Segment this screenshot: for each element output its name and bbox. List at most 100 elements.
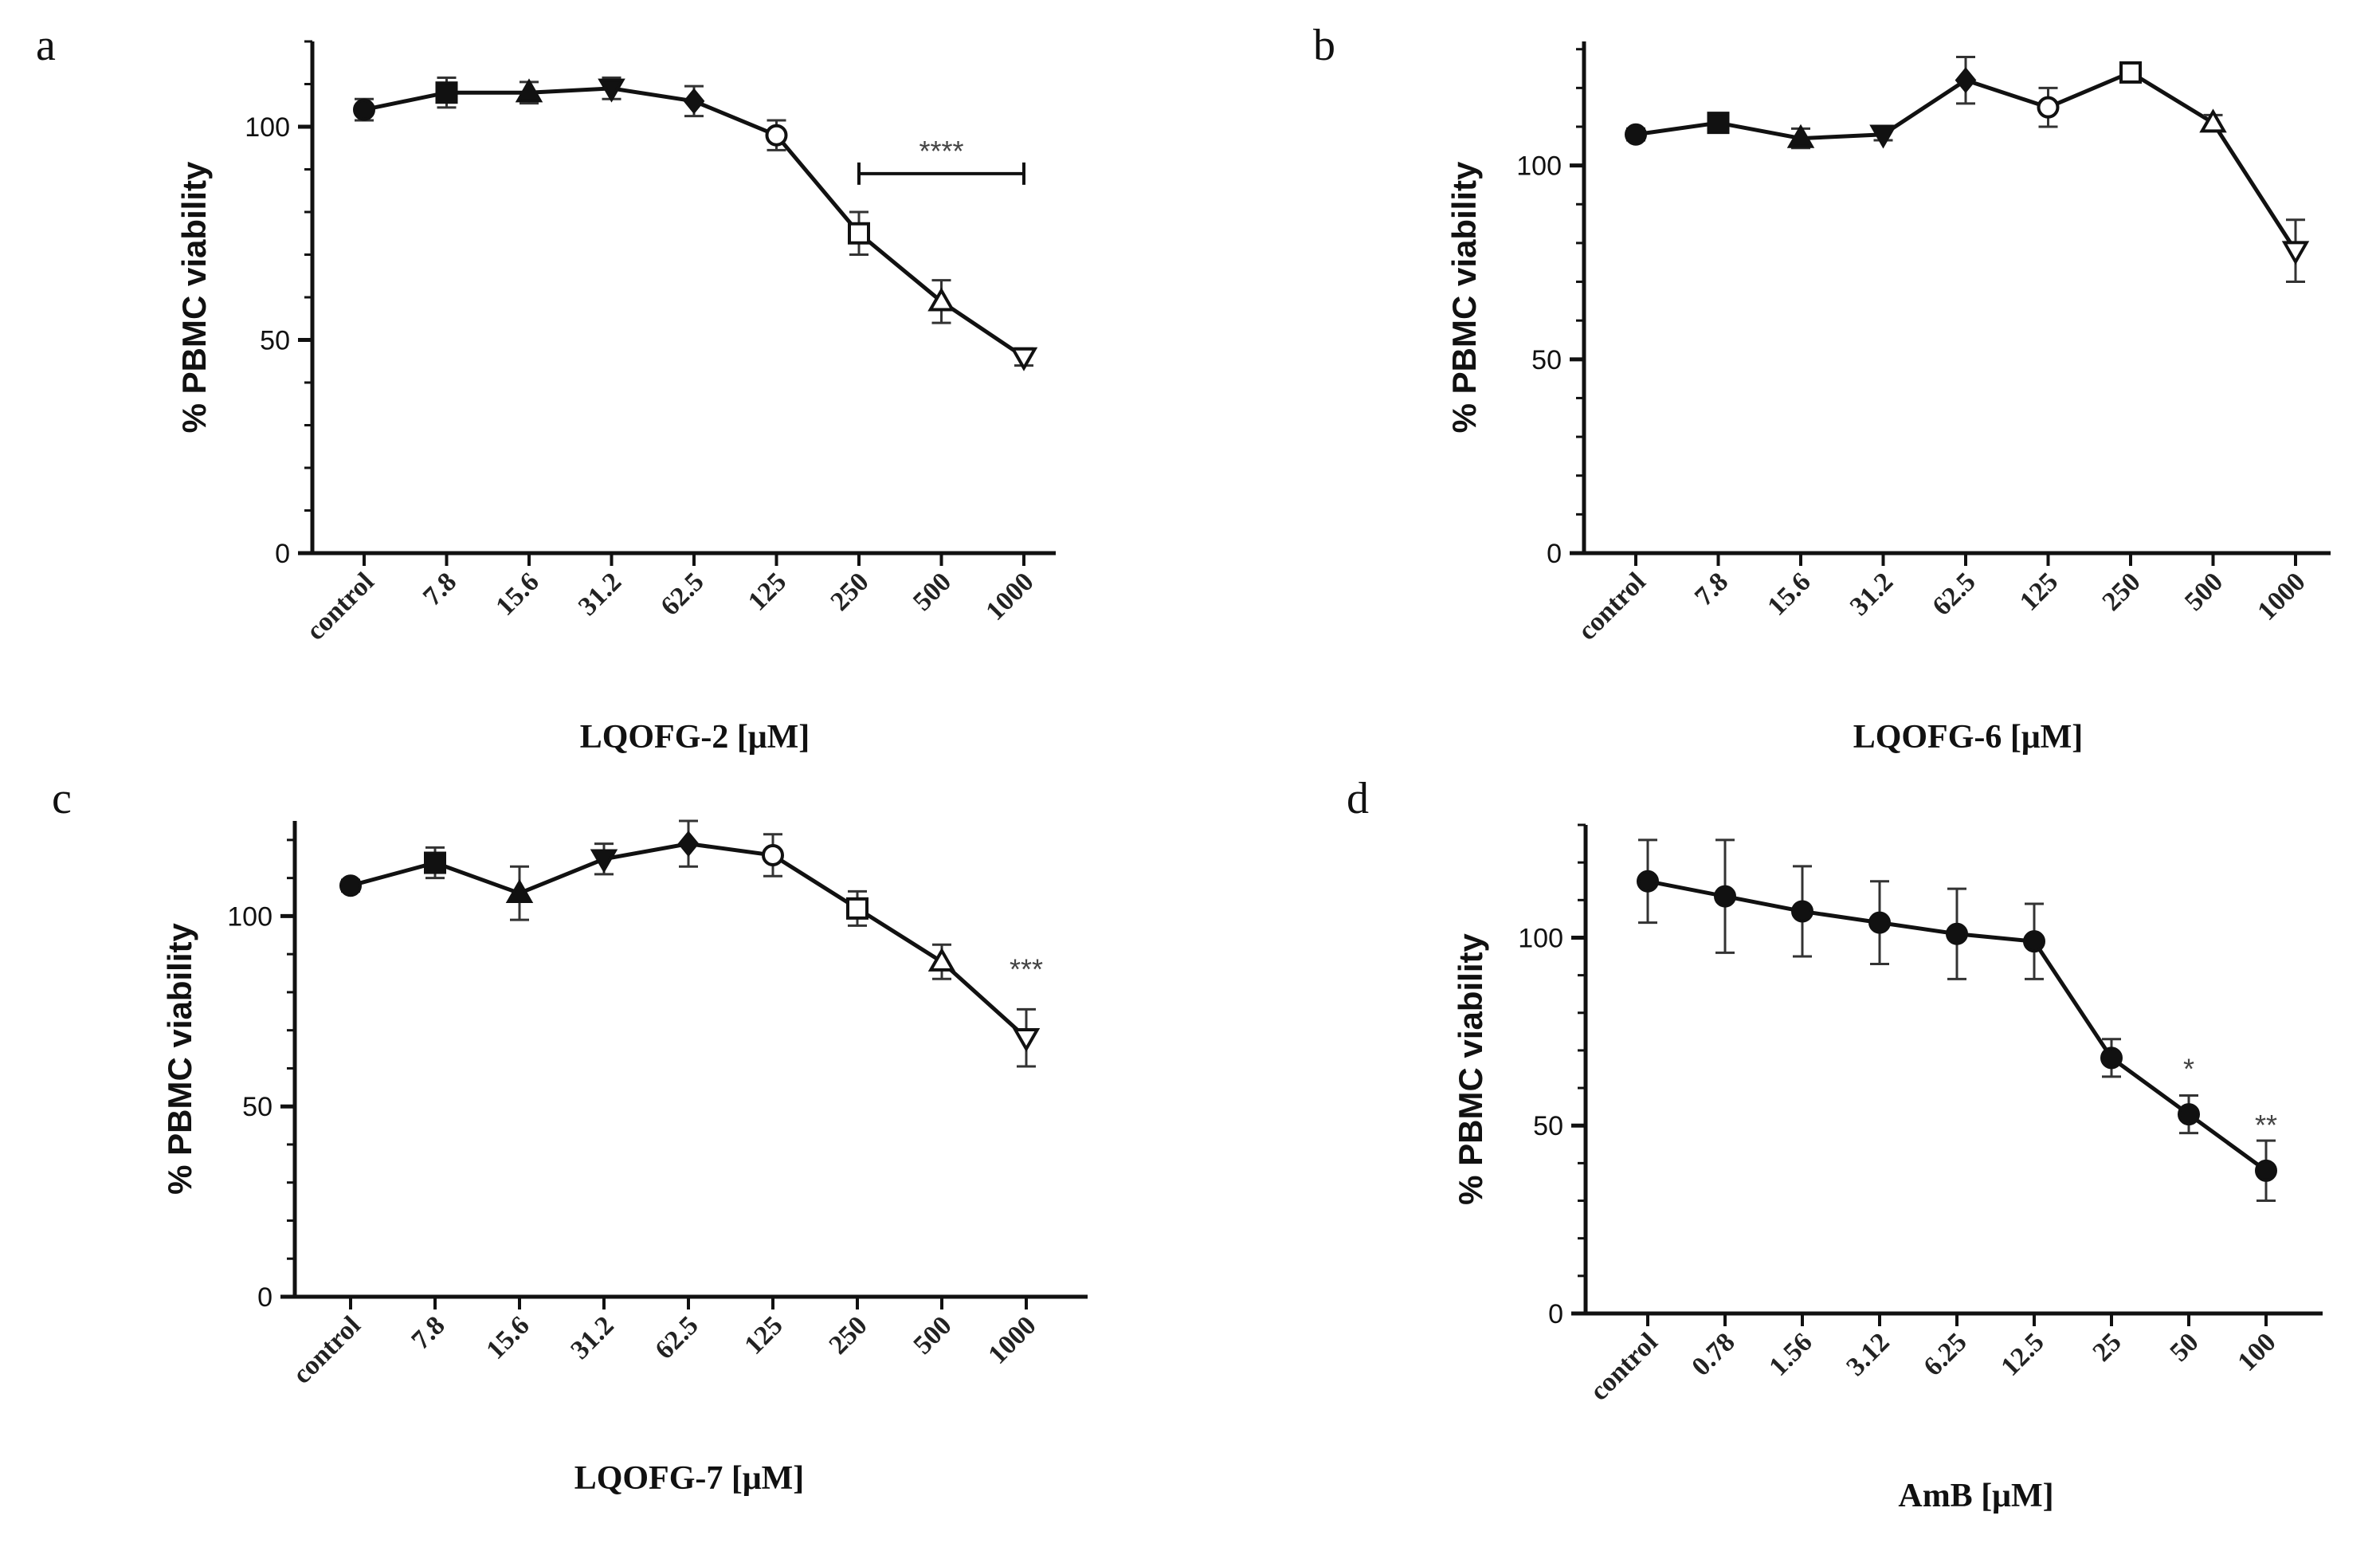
data-point-marker: [2255, 1159, 2277, 1182]
data-point-marker: [1625, 123, 1647, 146]
y-tick-label: 50: [242, 1092, 273, 1122]
data-point-marker: [683, 88, 705, 115]
data-point-marker: [1012, 1028, 1041, 1053]
data-point-marker: [848, 222, 870, 245]
y-axis-title: % PBMC viability: [161, 922, 198, 1194]
x-tick-label: 7.8: [406, 1310, 450, 1355]
data-point-marker: [2119, 61, 2142, 84]
data-point-marker: [1946, 922, 1968, 945]
chart-panel-c: c 0 50 100 % PBMC viability control 7.8 15.6 31.…: [52, 774, 1088, 1497]
data-point-marker: [1786, 124, 1815, 148]
chart-panel-b: b 0 50 100 % PBMC viability control 7.8 15.6 31.…: [1313, 21, 2331, 756]
x-tick-label: 25: [2087, 1327, 2127, 1367]
x-tick-label: 31.2: [573, 567, 627, 621]
data-point-marker: [590, 849, 618, 874]
significance-label: ***: [1010, 952, 1043, 985]
data-point-marker: [2281, 241, 2310, 265]
x-tick-label: 7.8: [1689, 567, 1734, 611]
y-tick-label: 0: [1547, 539, 1562, 569]
data-point-marker: [1869, 124, 1897, 149]
y-tick-label: 100: [1518, 923, 1563, 953]
x-tick-label: 1000: [2252, 567, 2311, 626]
x-tick-label: 31.2: [1845, 567, 1899, 621]
x-tick-label: 3.12: [1841, 1327, 1895, 1381]
x-tick-label: 31.2: [565, 1310, 619, 1364]
x-tick-label: 62.5: [655, 567, 709, 621]
data-point-marker: [927, 947, 956, 972]
chart-panel-d: d 0 50 100 % PBMC viability control 0.78 1.56 3.…: [1347, 774, 2323, 1514]
y-tick-label: 50: [1531, 345, 1562, 375]
data-point-marker: [424, 851, 446, 874]
data-point-marker: [339, 874, 362, 897]
x-tick-label: control: [1572, 567, 1651, 646]
data-point-marker: [2199, 108, 2227, 133]
data-point-marker: [1707, 112, 1730, 135]
data-point-marker: [1637, 870, 1659, 893]
x-tick-label: 500: [908, 567, 957, 616]
y-tick-label: 100: [245, 112, 290, 143]
data-point-marker: [765, 124, 788, 147]
data-point-marker: [846, 897, 868, 920]
y-tick-label: 0: [275, 539, 290, 569]
panel-letter: b: [1313, 21, 1335, 70]
x-tick-label: 0.78: [1686, 1327, 1740, 1381]
x-tick-label: control: [1584, 1327, 1663, 1406]
series-line: [363, 86, 1025, 359]
x-axis-title: AmB [μM]: [1898, 1478, 2053, 1514]
x-tick-label: 1.56: [1763, 1327, 1817, 1381]
y-axis-title: % PBMC viability: [175, 161, 213, 433]
x-tick-label: 250: [825, 567, 874, 616]
x-tick-label: 1000: [982, 1310, 1041, 1369]
panel-letter: c: [52, 774, 72, 823]
data-point-marker: [598, 78, 625, 103]
data-point-marker: [1010, 347, 1038, 371]
x-tick-label: 12.5: [1995, 1327, 2049, 1381]
x-tick-label: 500: [2179, 567, 2229, 616]
x-tick-label: 100: [2232, 1327, 2281, 1376]
data-point-marker: [2037, 96, 2060, 119]
data-point-marker: [505, 878, 534, 903]
data-point-marker: [1955, 67, 1977, 93]
x-tick-label: 15.6: [1762, 567, 1816, 621]
x-tick-label: 15.6: [480, 1310, 535, 1364]
y-tick-label: 100: [1516, 151, 1562, 182]
panel-letter: d: [1347, 774, 1369, 823]
x-tick-label: 7.8: [418, 567, 462, 611]
x-tick-label: control: [287, 1310, 366, 1389]
y-axis-title: % PBMC viability: [1445, 161, 1483, 433]
data-point-marker: [927, 287, 955, 312]
x-tick-label: 15.6: [490, 567, 544, 621]
chart-panel-a: a 0 50 100 % PBMC viability control 7.8 15.6 31.…: [36, 21, 1056, 756]
significance-label: ****: [919, 135, 963, 167]
x-tick-label: 125: [2014, 567, 2064, 616]
data-point-marker: [2178, 1103, 2200, 1126]
panel-letter: a: [36, 21, 56, 70]
data-point-marker: [1868, 911, 1891, 934]
data-point-marker: [353, 98, 375, 121]
data-point-marker: [515, 78, 543, 103]
x-axis-title: LQOFG-7 [μM]: [574, 1460, 805, 1497]
data-point-marker: [762, 843, 784, 866]
x-tick-label: 50: [2164, 1327, 2204, 1367]
data-point-marker: [677, 830, 700, 858]
x-tick-label: 250: [2096, 567, 2146, 616]
y-tick-label: 0: [1548, 1299, 1563, 1329]
x-axis-title: LQOFG-6 [μM]: [1853, 719, 2084, 756]
x-tick-label: 62.5: [1927, 567, 1981, 621]
x-tick-label: 125: [743, 567, 792, 616]
significance-label: **: [2255, 1109, 2277, 1141]
y-tick-label: 50: [1533, 1111, 1563, 1141]
x-axis-title: LQOFG-2 [μM]: [580, 719, 810, 756]
y-tick-label: 100: [227, 901, 273, 932]
x-tick-label: 500: [908, 1310, 957, 1360]
x-tick-label: 125: [739, 1310, 788, 1360]
data-point-marker: [2023, 930, 2045, 953]
x-tick-label: control: [300, 567, 379, 646]
data-point-marker: [1791, 900, 1813, 923]
y-tick-label: 0: [257, 1282, 273, 1313]
series-line: [350, 842, 1028, 1040]
y-axis-title: % PBMC viability: [1452, 933, 1489, 1204]
x-tick-label: 6.25: [1918, 1327, 1972, 1381]
x-tick-label: 62.5: [649, 1310, 704, 1364]
